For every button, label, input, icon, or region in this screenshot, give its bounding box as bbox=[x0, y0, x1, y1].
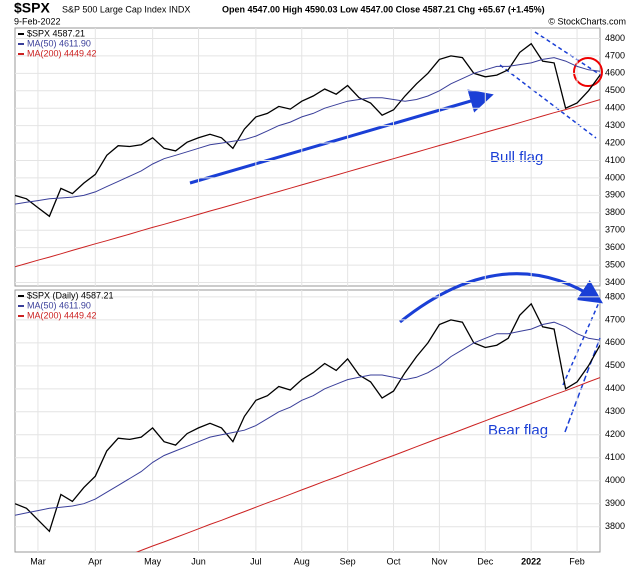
y-tick-label: 4300 bbox=[605, 406, 625, 416]
y-tick-label: 4400 bbox=[605, 383, 625, 393]
annotation: Bear flag bbox=[488, 422, 548, 439]
plot bbox=[15, 290, 600, 552]
flag-line bbox=[562, 299, 601, 386]
y-tick-label: 4200 bbox=[605, 429, 625, 439]
x-tick-label: Dec bbox=[477, 556, 494, 566]
y-tick-label: 4800 bbox=[605, 33, 625, 43]
legend-label: MA(200) 4449.42 bbox=[27, 48, 97, 58]
x-tick-label: Nov bbox=[431, 556, 448, 566]
y-tick-label: 4000 bbox=[605, 475, 625, 485]
panel-frame bbox=[14, 289, 601, 553]
y-tick-label: 3800 bbox=[605, 521, 625, 531]
panel-frame bbox=[14, 27, 601, 287]
arrow bbox=[189, 89, 494, 185]
arrow bbox=[399, 272, 603, 324]
y-tick-label: 3800 bbox=[605, 207, 625, 217]
legend-label: MA(50) 4611.90 bbox=[27, 300, 91, 310]
x-tick-label: Jul bbox=[250, 556, 262, 566]
series-line bbox=[15, 321, 600, 516]
series-line bbox=[15, 42, 600, 218]
y-tick-label: 3500 bbox=[605, 259, 625, 269]
date: 9-Feb-2022 bbox=[14, 16, 61, 26]
y-tick-label: 4300 bbox=[605, 120, 625, 130]
y-tick-label: 4100 bbox=[605, 452, 625, 462]
symbol: $SPX bbox=[14, 0, 50, 16]
plot bbox=[15, 28, 600, 286]
legend-label: MA(50) 4611.90 bbox=[27, 38, 91, 48]
credit: © StockCharts.com bbox=[548, 16, 626, 26]
y-tick-label: 3900 bbox=[605, 498, 625, 508]
x-tick-label: Sep bbox=[340, 556, 356, 566]
y-tick-label: 4600 bbox=[605, 68, 625, 78]
legend-label: MA(200) 4449.42 bbox=[27, 310, 97, 320]
y-tick-label: 3700 bbox=[605, 225, 625, 235]
y-tick-label: 4200 bbox=[605, 137, 625, 147]
x-tick-label: Apr bbox=[88, 556, 102, 566]
y-tick-label: 4000 bbox=[605, 172, 625, 182]
series-line bbox=[15, 99, 600, 268]
quote: Open 4547.00 High 4590.03 Low 4547.00 Cl… bbox=[222, 4, 545, 14]
annotation: Bull flag bbox=[490, 149, 543, 166]
y-tick-label: 4700 bbox=[605, 50, 625, 60]
y-tick-label: 3900 bbox=[605, 190, 625, 200]
y-tick-label: 3400 bbox=[605, 277, 625, 287]
series-line bbox=[15, 57, 600, 205]
y-tick-label: 4800 bbox=[605, 291, 625, 301]
x-tick-label: May bbox=[144, 556, 162, 566]
x-tick-label: Aug bbox=[294, 556, 310, 566]
highlight-circle bbox=[573, 57, 603, 87]
series-line bbox=[15, 302, 600, 533]
y-tick-label: 3600 bbox=[605, 242, 625, 252]
flag-line bbox=[534, 31, 603, 77]
x-tick-label: Mar bbox=[30, 556, 46, 566]
x-tick-label: Jun bbox=[191, 556, 206, 566]
subtitle: S&P 500 Large Cap Index INDX bbox=[62, 4, 190, 14]
x-tick-label: Feb bbox=[569, 556, 585, 566]
y-tick-label: 4700 bbox=[605, 314, 625, 324]
x-tick-label: 2022 bbox=[521, 556, 541, 566]
y-tick-label: 4500 bbox=[605, 360, 625, 370]
y-tick-label: 4400 bbox=[605, 103, 625, 113]
series-line bbox=[135, 377, 600, 552]
flag-line bbox=[564, 337, 601, 433]
y-tick-label: 4100 bbox=[605, 155, 625, 165]
legend-label: $SPX (Daily) 4587.21 bbox=[27, 290, 114, 300]
y-tick-label: 4500 bbox=[605, 85, 625, 95]
x-tick-label: Oct bbox=[387, 556, 402, 566]
legend-label: $SPX 4587.21 bbox=[27, 28, 85, 38]
flag-line bbox=[499, 64, 597, 139]
y-tick-label: 4600 bbox=[605, 337, 625, 347]
